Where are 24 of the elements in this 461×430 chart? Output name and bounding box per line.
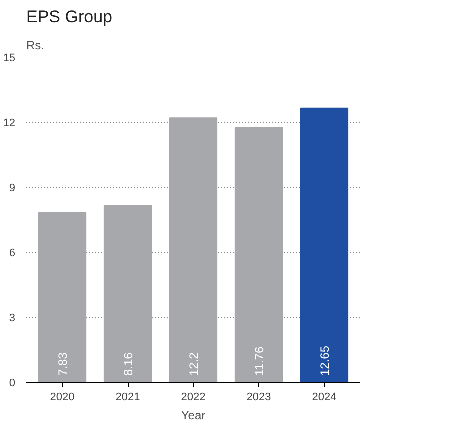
x-tick-label: 2020 [50, 392, 75, 404]
chart-title: EPS Group [26, 8, 112, 26]
bar [169, 118, 218, 382]
x-tick-label: 2021 [116, 392, 140, 404]
y-tick-label: 12 [3, 118, 16, 130]
x-axis-title: Year [181, 408, 206, 422]
x-tick-label: 2022 [181, 392, 206, 404]
bar [104, 205, 152, 382]
y-tick-label: 15 [3, 52, 16, 64]
data-label: 12.65 [318, 346, 332, 376]
bar [300, 108, 349, 382]
y-tick-label: 9 [9, 182, 16, 194]
data-label: 12.2 [187, 352, 201, 376]
y-tick-label: 0 [9, 378, 16, 390]
y-tick-label: 6 [9, 248, 16, 260]
data-label: 8.16 [122, 352, 136, 376]
x-tick-label: 2024 [312, 392, 337, 404]
data-label: 11.76 [252, 346, 266, 376]
y-tick-label: 3 [9, 312, 16, 324]
bar [38, 212, 87, 382]
data-label: 7.83 [56, 352, 70, 376]
x-tick-label: 2023 [246, 392, 272, 404]
y-axis-title: Rs. [26, 38, 44, 52]
bar [234, 127, 284, 382]
